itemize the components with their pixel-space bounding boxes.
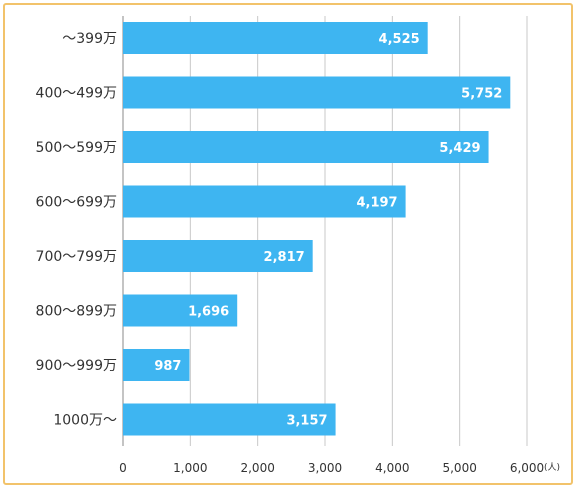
x-tick-label: 4,000 <box>375 461 409 475</box>
bar <box>123 294 238 327</box>
category-label: 700～799万 <box>36 249 117 265</box>
bar <box>123 349 190 381</box>
category-label: 1000万～ <box>53 413 117 429</box>
value-label: 1,696 <box>188 305 229 320</box>
category-label: 500～599万 <box>36 140 117 156</box>
value-label: 2,817 <box>264 250 305 265</box>
value-label: 3,157 <box>286 414 327 429</box>
bar <box>123 76 511 109</box>
value-label: 4,525 <box>379 32 420 47</box>
value-labels: 4,525 5,752 5,429 4,197 2,817 1,696 987 3,157 <box>154 32 502 429</box>
category-label: 900～999万 <box>36 358 117 374</box>
bar <box>123 185 406 218</box>
x-tick-label: 2,000 <box>240 461 274 475</box>
bar <box>123 403 336 436</box>
category-label: 800～899万 <box>36 304 117 320</box>
bar <box>123 240 313 272</box>
x-tick-label: 5,000 <box>442 461 476 475</box>
category-label: 400～499万 <box>36 86 117 102</box>
bar <box>123 131 489 163</box>
value-label: 987 <box>154 359 181 374</box>
x-tick-label: 3,000 <box>308 461 342 475</box>
value-label: 4,197 <box>356 196 397 211</box>
value-label: 5,752 <box>461 87 502 102</box>
bar <box>123 22 428 54</box>
value-label: 5,429 <box>439 141 480 156</box>
x-tick-label: 6,000 <box>510 461 544 475</box>
bars <box>123 22 511 436</box>
category-label: ～399万 <box>62 31 117 47</box>
category-label: 600～699万 <box>36 195 117 211</box>
x-axis-ticks: 0 1,000 2,000 3,000 4,000 5,000 6,000 <box>119 461 544 475</box>
category-labels: ～399万 400～499万 500～599万 600～699万 700～799万 800… <box>36 31 117 429</box>
x-axis-unit: (人) <box>544 462 560 473</box>
x-tick-label: 0 <box>119 461 127 475</box>
x-tick-label: 1,000 <box>173 461 207 475</box>
